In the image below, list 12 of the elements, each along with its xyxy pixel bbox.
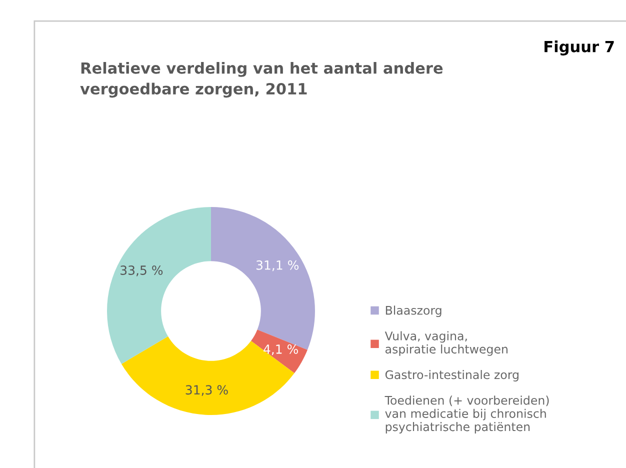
legend-label: Toedienen (+ voorbereiden) van medicatie bij chronisch psychiatrische patiënten [384,396,549,434]
data-label: 31,1 % [256,260,299,272]
data-label: 33,5 % [120,265,163,276]
text: Figuur 7 [544,40,614,56]
legend-label: Vulva, vagina, aspiratie luchtwegen [384,331,508,356]
legend-label: Gastro-intestinale zorg [385,370,518,382]
donut-slice [107,207,211,364]
donut-slice [251,330,308,374]
legend-label: Blaaszorg [386,306,442,318]
data-label: 4,1 % [264,344,298,356]
data-label: 31,3 % [186,385,228,396]
chart-title: Relatieve verdeling van het aantal andere vergoedbare zorgen, 2011 [80,62,443,98]
